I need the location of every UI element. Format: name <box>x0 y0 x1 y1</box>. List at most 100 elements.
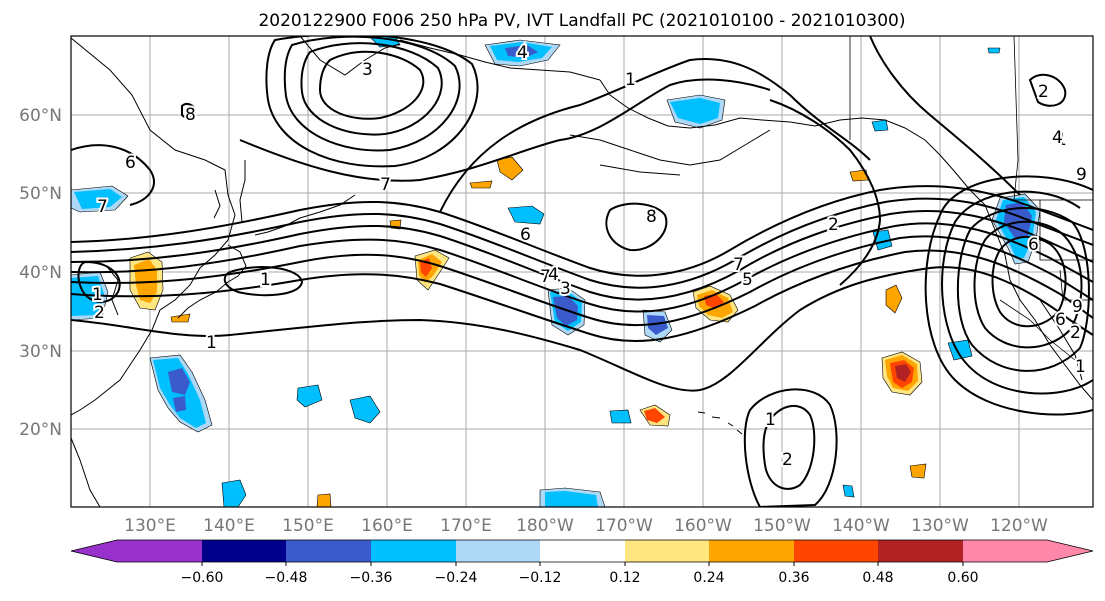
contour-line <box>300 42 443 136</box>
longitude-label: 170°E <box>440 516 492 536</box>
coastline <box>569 129 771 166</box>
contour-label: 7 <box>380 175 391 195</box>
colorbar-extend-min <box>71 540 117 562</box>
contour-label: 1 <box>206 333 217 353</box>
contour-line <box>318 50 425 120</box>
colorbar-segment <box>625 540 709 562</box>
colorbar-tick-label: 0.48 <box>862 570 893 586</box>
longitude-label: 130°W <box>911 516 969 536</box>
colorbar-segment <box>456 540 540 562</box>
contour-line <box>283 36 461 152</box>
contour-line <box>71 235 1093 327</box>
negative-anomaly-region <box>74 189 122 209</box>
contour-line <box>239 78 771 182</box>
colorbar-segment <box>371 540 456 562</box>
contour-line <box>181 102 197 119</box>
negative-anomaly-region <box>553 296 578 326</box>
negative-anomaly-region <box>647 315 668 335</box>
colorbar-tick-label: −0.24 <box>435 570 478 586</box>
contour-label: 1 <box>765 410 776 430</box>
contour-label: 1 <box>625 70 636 90</box>
contour-label: 2 <box>828 215 839 235</box>
positive-anomaly-region <box>644 408 665 423</box>
colorbar-tick-label: 0.24 <box>693 570 724 586</box>
positive-anomaly-region <box>849 169 869 182</box>
negative-anomaly-region <box>296 384 323 408</box>
colorbar-segment <box>963 540 1047 562</box>
contour-label: 5 <box>742 270 753 290</box>
colorbar-tick-labels: −0.60 −0.48 −0.36 −0.24 −0.12 0.12 0.24 0.36 0.4… <box>181 562 979 586</box>
contour-line <box>71 249 1093 343</box>
contour-line <box>941 190 1093 395</box>
map-frame <box>70 35 1094 508</box>
negative-anomaly-region <box>609 409 632 424</box>
colorbar-tick-label: −0.12 <box>519 570 562 586</box>
positive-anomaly-region <box>496 156 524 181</box>
contour-line <box>973 220 1083 349</box>
contour-line <box>769 99 882 286</box>
negative-anomaly-region <box>168 368 190 395</box>
contour-label: 4 <box>548 265 559 285</box>
contour-label: 6 <box>1028 235 1039 255</box>
coastline <box>1039 299 1083 381</box>
contour-line <box>743 388 838 507</box>
map-title: 2020122900 F006 250 hPa PV, IVT Landfall… <box>258 11 905 31</box>
negative-anomaly-region <box>842 484 855 498</box>
contour-label: 7 <box>97 197 108 217</box>
coastline <box>299 36 401 76</box>
contour-label: 7 <box>540 267 551 287</box>
coastlines <box>71 36 1093 507</box>
contour-line <box>869 36 1021 196</box>
coastline <box>599 164 681 176</box>
coastline <box>239 160 246 223</box>
coastline <box>71 437 101 507</box>
negative-anomaly-region <box>507 205 545 225</box>
colorbar-segment <box>117 540 202 562</box>
contour-line <box>71 197 1093 289</box>
contour-line <box>71 144 155 206</box>
border-line <box>999 299 1076 361</box>
colorbar-tick-label: −0.60 <box>181 570 224 586</box>
longitude-label: 150°W <box>753 516 811 536</box>
contour-line <box>1028 73 1067 107</box>
latitude-label: 20°N <box>19 420 62 440</box>
negative-anomaly-region <box>221 479 247 507</box>
longitude-label: 180°W <box>516 516 574 536</box>
contour-label: 7 <box>733 255 744 275</box>
contour-line <box>924 175 1093 416</box>
border-line <box>1039 200 1093 261</box>
contour-label: 2 <box>782 450 793 470</box>
negative-anomaly-region <box>173 396 186 412</box>
positive-anomaly-region <box>469 180 493 189</box>
longitude-label: 170°W <box>595 516 653 536</box>
contour-label: 6 <box>125 153 136 173</box>
longitude-label: 160°E <box>361 516 413 536</box>
contour-label: 8 <box>185 105 196 125</box>
contour-label: 9 <box>1076 165 1087 185</box>
latitude-labels: 60°N 50°N 40°N 30°N 20°N <box>19 106 62 440</box>
colorbar <box>70 539 1094 563</box>
longitude-label: 130°E <box>124 516 176 536</box>
contour-line <box>991 235 1067 328</box>
contour-labels: 3 4 1 1 6 7 8 7 7 6 4 3 1 2 1 7 5 2 2 1 … <box>90 41 1089 472</box>
colorbar-tick-label: −0.48 <box>265 570 308 586</box>
coastline <box>254 194 356 236</box>
colorbar-tick-label: 0.60 <box>947 570 978 586</box>
colorbar-segment <box>286 540 371 562</box>
colorbar-segment <box>540 540 625 562</box>
contour-label: 1 <box>92 285 103 305</box>
contour-line <box>223 266 304 297</box>
contour-label: 1 <box>1075 357 1086 377</box>
contour-line <box>439 58 871 213</box>
contour-label: 1 <box>1056 130 1067 150</box>
latitude-label: 50°N <box>19 184 62 204</box>
colorbar-extend-max <box>1047 540 1093 562</box>
colorbar-segment <box>202 540 286 562</box>
contour-line <box>762 405 816 490</box>
latitude-label: 30°N <box>19 342 62 362</box>
negative-anomaly-region <box>349 395 381 424</box>
longitude-label: 150°E <box>282 516 334 536</box>
contour-label: 9 <box>1072 297 1083 317</box>
contour-label: 3 <box>362 60 373 80</box>
